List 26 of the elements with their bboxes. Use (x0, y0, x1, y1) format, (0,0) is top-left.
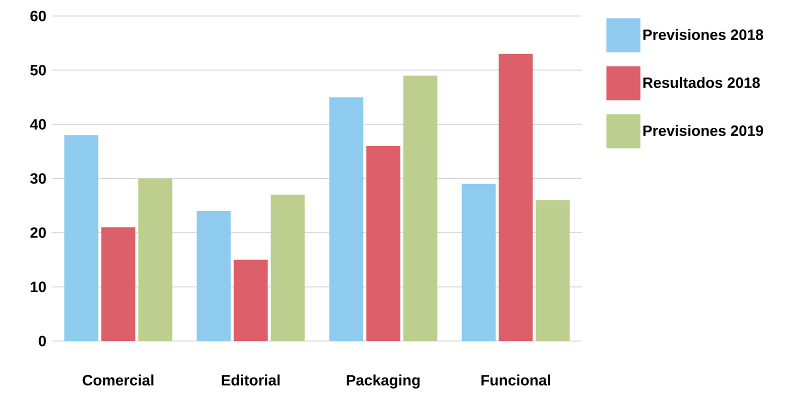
bar (329, 97, 364, 341)
x-tick-label: Comercial (82, 374, 154, 386)
bar (536, 200, 570, 341)
y-tick-label: 0 (38, 336, 46, 346)
bar (366, 146, 400, 341)
bar (234, 260, 268, 341)
legend-label: Previsiones 2019 (643, 125, 764, 136)
bar (498, 54, 533, 341)
bar (101, 227, 136, 341)
y-tick-label: 30 (30, 173, 46, 184)
bar (270, 194, 305, 341)
x-tick-label: Funcional (481, 374, 550, 386)
bar (462, 184, 496, 341)
y-tick-label: 50 (30, 64, 46, 76)
y-tick-label: 40 (30, 119, 46, 130)
x-tick-label: Packaging (346, 374, 420, 389)
x-tick-label: Editorial (222, 374, 280, 386)
legend-label: Resultados 2018 (643, 77, 760, 88)
y-tick-label: 20 (30, 227, 46, 238)
legend-label: Previsiones 2018 (643, 29, 764, 40)
y-tick-label: 10 (30, 282, 46, 292)
y-tick-label: 60 (30, 10, 46, 22)
bar (196, 211, 231, 341)
bar (138, 178, 172, 341)
bar (64, 135, 98, 341)
bar (403, 76, 438, 341)
